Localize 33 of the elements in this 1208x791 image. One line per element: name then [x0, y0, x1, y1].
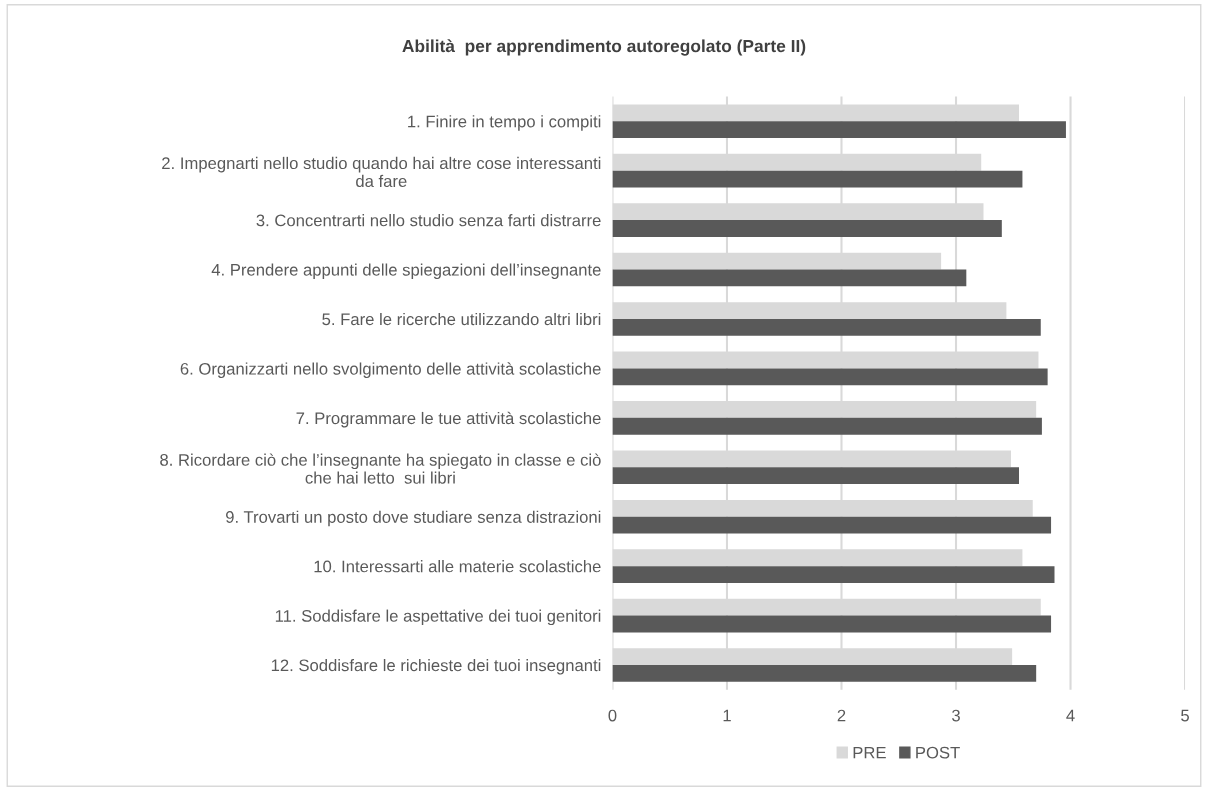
bar — [612, 566, 1055, 583]
x-tick-label: 3 — [952, 709, 960, 722]
legend-label: POST — [916, 746, 960, 759]
bar — [612, 220, 1002, 237]
y-tick-label: 12. Soddisfare le richieste dei tuoi insegnanti — [271, 658, 601, 675]
bar — [612, 467, 1019, 485]
x-tick-label: 5 — [1181, 709, 1189, 722]
y-tick-label: 8. Ricordare ciò che l’insegnante ha spiegato in classe e ciò che hai letto sui libri — [160, 453, 601, 484]
bar — [612, 170, 1023, 188]
x-tick-label: 2 — [837, 709, 846, 722]
y-tick-label: 5. Fare le ricerche utilizzando altri libri — [322, 312, 601, 326]
y-tick-label: 4. Prendere appunti delle spiegazioni dell’insegnante — [211, 263, 601, 280]
bar — [612, 516, 1052, 534]
bar — [612, 318, 1041, 336]
x-tick-label: 4 — [1066, 709, 1075, 722]
y-tick-label: 11. Soddisfare le aspettative dei tuoi genitori — [275, 609, 601, 626]
y-tick-label: 10. Interessarti alle materie scolastiche — [314, 560, 601, 573]
bar — [612, 615, 1052, 633]
y-tick-label: 2. Impegnarti nello studio quando hai altre cose interessanti da fare — [162, 156, 601, 188]
bar — [612, 269, 967, 287]
chart-title: Abilità per apprendimento autoregolato (Parte II) — [402, 39, 806, 56]
bar — [612, 368, 1048, 386]
y-tick-label: 9. Trovarti un posto dove studiare senza distrazioni — [226, 510, 601, 527]
bar — [612, 417, 1042, 435]
x-tick-label: 0 — [608, 709, 617, 722]
y-tick-label: 6. Organizzarti nello svolgimento delle attività scolastiche — [180, 362, 601, 378]
legend-label: PRE — [853, 746, 886, 759]
y-tick-label: 7. Programmare le tue attività scolastiche — [296, 411, 601, 428]
x-tick-label: 1 — [723, 709, 731, 722]
bar — [612, 121, 1066, 139]
y-tick-label: 3. Concentrarti nello studio senza farti distrarre — [256, 214, 601, 227]
y-tick-label: 1. Finire in tempo i compiti — [408, 115, 601, 131]
bar — [612, 665, 1037, 682]
